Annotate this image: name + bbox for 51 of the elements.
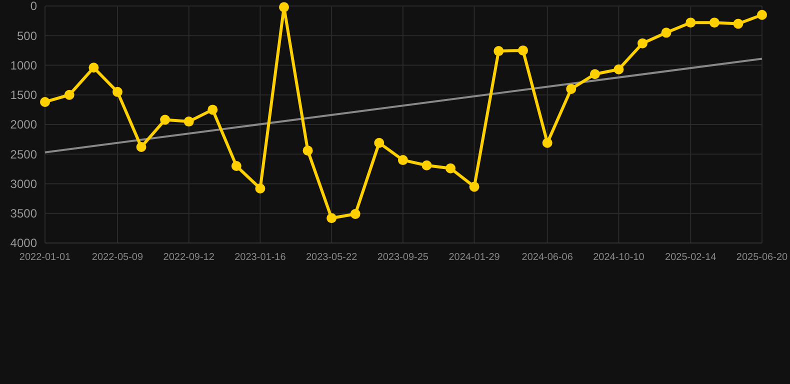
point [518, 45, 528, 56]
x-tick-label: 2024-10-10 [593, 252, 645, 263]
point [208, 104, 218, 115]
x-tick-label: 2023-09-25 [377, 252, 429, 263]
point [494, 46, 504, 56]
point [302, 146, 313, 156]
x-tick-label: 2023-01-16 [234, 252, 286, 263]
y-tick-label: 500 [16, 28, 38, 43]
point [709, 18, 720, 28]
point [64, 90, 74, 100]
y-tick-label: 4000 [10, 236, 38, 250]
point [374, 138, 384, 148]
y-tick-label: 2000 [10, 118, 38, 132]
point [40, 96, 50, 107]
point [566, 84, 576, 94]
point [231, 160, 242, 171]
point [661, 28, 672, 38]
point [542, 138, 552, 148]
point [686, 18, 696, 28]
x-tick-label: 2022-05-09 [92, 252, 144, 263]
x-tick-label: 2022-09-12 [163, 252, 215, 263]
point [446, 163, 456, 174]
point [638, 38, 648, 48]
point [733, 18, 744, 29]
y-tick-label: 3000 [10, 176, 38, 191]
point [614, 64, 624, 74]
y-tick-label: 1000 [10, 58, 38, 72]
point [88, 62, 99, 73]
x-tick-label: 2024-06-06 [522, 252, 574, 263]
point [326, 213, 337, 224]
point [255, 183, 266, 194]
y-tick-label: 3500 [10, 206, 38, 221]
point [590, 69, 600, 80]
point [279, 2, 289, 12]
point [136, 142, 146, 152]
point [398, 155, 408, 166]
point [757, 10, 767, 20]
x-tick-label: 2022-01-01 [19, 252, 72, 263]
point [184, 116, 194, 127]
y-tick-label: 0 [30, 0, 38, 14]
point [160, 114, 170, 125]
y-tick-label: 2500 [10, 147, 38, 162]
point [469, 182, 480, 192]
x-tick-label: 2024-01-29 [448, 252, 500, 263]
point [350, 208, 360, 219]
x-tick-label: 2025-06-20 [736, 252, 788, 263]
x-tick-label: 2025-02-14 [665, 252, 717, 263]
x-tick-label: 2023-05-22 [306, 252, 358, 263]
y-tick-label: 1500 [10, 88, 38, 102]
point [422, 160, 432, 170]
point [112, 86, 122, 97]
